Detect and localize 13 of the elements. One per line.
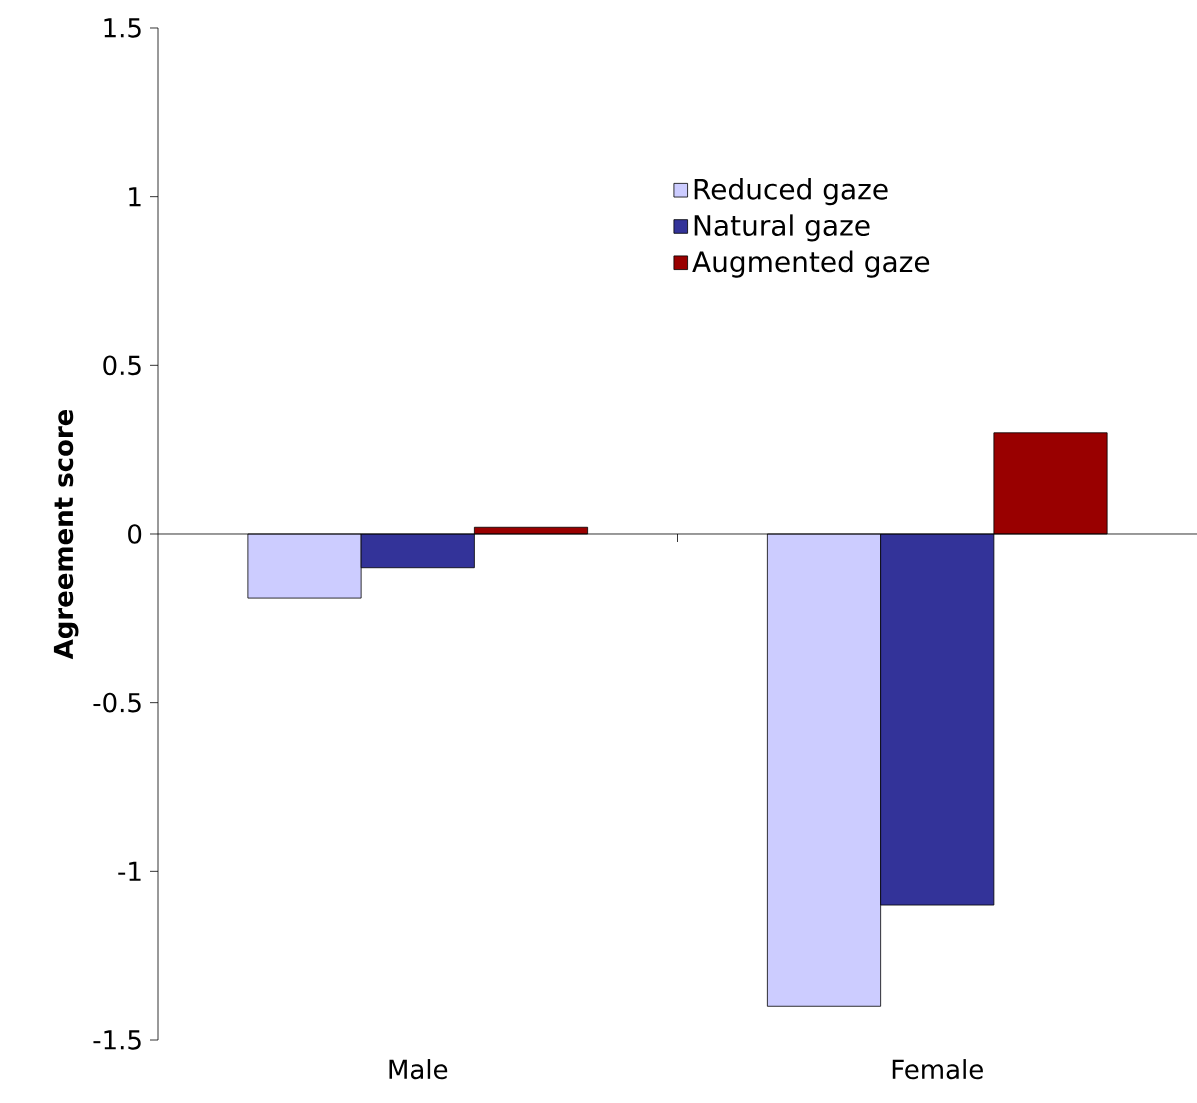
- y-tick-label: -0.5: [93, 692, 141, 713]
- y-tick-label: 0.5: [103, 355, 141, 376]
- y-axis-title: Agreement score: [53, 409, 79, 660]
- y-tick-label: -1.5: [93, 1030, 141, 1050]
- legend-label: Reduced gaze: [694, 178, 888, 206]
- x-tick-label: Female: [892, 1059, 983, 1080]
- legend-label: Augmented gaze: [692, 250, 930, 278]
- y-tick-label: -1: [118, 861, 141, 881]
- x-tick-label: Male: [389, 1059, 448, 1080]
- y-tick-label: 1: [129, 187, 141, 207]
- y-tick-label: 1.5: [104, 18, 141, 38]
- legend-label: Natural gaze: [694, 214, 870, 242]
- y-tick-label: 0: [128, 524, 142, 544]
